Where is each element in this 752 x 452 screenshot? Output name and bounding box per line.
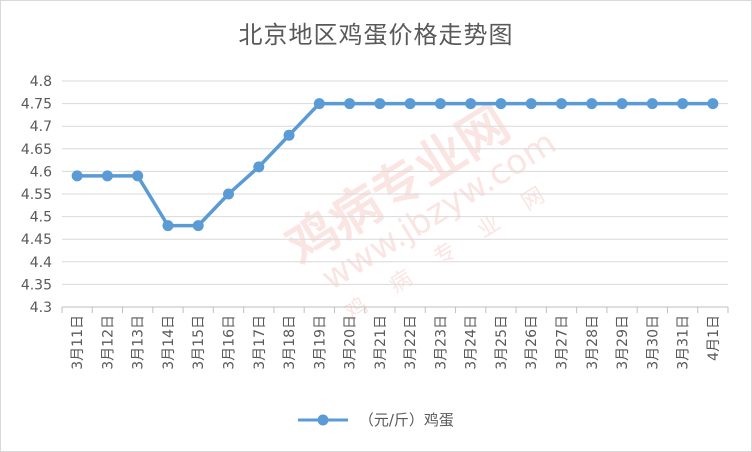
data-point bbox=[283, 129, 295, 141]
data-point bbox=[71, 170, 83, 182]
data-point bbox=[162, 220, 174, 232]
x-tick-label: 3月19日 bbox=[312, 315, 328, 370]
data-point bbox=[556, 98, 567, 110]
y-tick-label: 4.6 bbox=[30, 164, 52, 180]
y-tick-label: 4.7 bbox=[30, 119, 52, 135]
data-point bbox=[253, 161, 265, 173]
data-point bbox=[677, 98, 689, 110]
x-axis: 3月11日 3月12日 3月13日 3月14日 3月15日 3月16日 3月17日 3月18日… bbox=[61, 306, 729, 370]
legend-line-marker-icon bbox=[298, 414, 349, 425]
x-tick-label: 3月13日 bbox=[131, 315, 147, 370]
legend-label: （元/斤）鸡蛋 bbox=[358, 411, 454, 429]
legend: （元/斤）鸡蛋 bbox=[1, 409, 751, 430]
data-point bbox=[707, 98, 719, 110]
data-point bbox=[223, 188, 234, 200]
y-tick-label: 4.4 bbox=[30, 255, 52, 271]
x-tick-label: 3月28日 bbox=[585, 315, 601, 370]
x-tick-label: 3月11日 bbox=[70, 315, 86, 370]
data-point bbox=[434, 98, 446, 110]
data-point bbox=[465, 98, 477, 110]
x-tick-label: 3月12日 bbox=[100, 315, 116, 370]
x-tick-label: 3月26日 bbox=[524, 315, 540, 370]
x-tick-label: 3月14日 bbox=[161, 315, 177, 370]
series-layer bbox=[71, 98, 719, 232]
data-point bbox=[525, 98, 537, 110]
data-point bbox=[344, 98, 356, 110]
y-tick-label: 4.55 bbox=[21, 187, 52, 203]
y-tick-label: 4.35 bbox=[21, 277, 52, 293]
x-tick-label: 4月1日 bbox=[706, 315, 722, 361]
y-tick-label: 4.65 bbox=[21, 142, 52, 158]
data-point bbox=[132, 170, 144, 182]
x-tick-label: 3月22日 bbox=[403, 315, 419, 370]
series-line bbox=[77, 101, 713, 228]
data-point bbox=[101, 170, 113, 182]
x-tick-label: 3月31日 bbox=[676, 315, 692, 370]
data-point bbox=[313, 98, 325, 110]
x-tick-label: 3月29日 bbox=[615, 315, 631, 370]
data-point bbox=[495, 98, 507, 110]
y-tick-label: 4.3 bbox=[30, 300, 52, 316]
y-axis: 4.8 4.75 4.7 4.65 4.6 4.55 4.5 4.45 4.4 4.35 4.3 bbox=[21, 74, 52, 316]
x-tick-label: 3月25日 bbox=[494, 315, 510, 370]
x-tick-label: 3月27日 bbox=[555, 315, 571, 370]
data-point bbox=[586, 98, 598, 110]
x-tick-label: 3月23日 bbox=[433, 315, 449, 370]
x-tick-label: 3月21日 bbox=[373, 315, 389, 370]
y-tick-label: 4.75 bbox=[21, 97, 52, 113]
x-tick-label: 3月24日 bbox=[464, 315, 480, 370]
x-tick-label: 3月16日 bbox=[222, 315, 238, 370]
chart-title: 北京地区鸡蛋价格走势图 bbox=[238, 21, 514, 49]
y-tick-label: 4.8 bbox=[30, 74, 52, 90]
x-tick-label: 3月15日 bbox=[191, 315, 207, 370]
data-point bbox=[646, 98, 658, 110]
data-point bbox=[374, 98, 386, 110]
x-tick-label: 3月20日 bbox=[343, 315, 359, 370]
y-tick-label: 4.5 bbox=[30, 210, 52, 226]
x-tick-label: 3月17日 bbox=[252, 315, 268, 370]
data-point bbox=[616, 98, 628, 110]
data-point bbox=[192, 220, 204, 232]
x-tick-label: 3月30日 bbox=[645, 315, 661, 370]
data-point bbox=[404, 98, 416, 110]
x-tick-label: 3月18日 bbox=[282, 315, 298, 370]
y-tick-label: 4.45 bbox=[21, 232, 52, 248]
